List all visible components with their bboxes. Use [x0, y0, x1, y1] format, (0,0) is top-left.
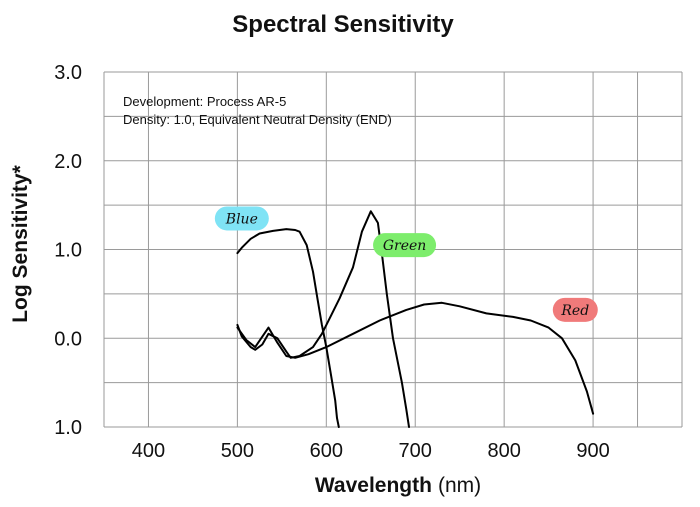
x-tick-label: 500 [221, 440, 254, 462]
series-line-green [236, 210, 410, 428]
y-tick-label: 2.0 [54, 151, 82, 173]
x-tick-label: 700 [399, 440, 432, 462]
series-label-text: Red [560, 303, 589, 319]
annotation-density: Density: 1.0, Equivalent Neutral Density… [123, 112, 392, 127]
series-label-blue: Blue [214, 206, 269, 231]
y-tick-label: 3.0 [54, 62, 82, 84]
series-label-badge [373, 233, 437, 258]
x-axis-unit: (nm) [438, 474, 481, 497]
series-lines [236, 210, 595, 428]
y-tick-label: 1.0 [54, 240, 82, 262]
annotation-development: Development: Process AR-5 [123, 94, 286, 109]
y-axis-label: Log Sensitivity* [9, 164, 32, 322]
x-tick-label: 400 [132, 440, 165, 462]
x-tick-labels: 400 500 600 700 800 900 [132, 440, 610, 462]
y-tick-label: 1.0 [54, 417, 82, 439]
series-line-blue [236, 228, 340, 428]
y-tick-labels: 3.0 2.0 1.0 0.0 1.0 [54, 62, 82, 439]
series-label-red: Red [552, 297, 598, 322]
x-tick-label: 800 [487, 440, 520, 462]
y-tick-label: 0.0 [54, 328, 82, 350]
series-label-green: Green [373, 233, 437, 258]
x-axis-label: Wavelength (nm) [315, 474, 481, 497]
chart-title: Spectral Sensitivity [232, 11, 454, 38]
x-axis-title: Wavelength [315, 474, 432, 497]
series-line-red [236, 301, 595, 415]
series-label-text: Blue [225, 211, 258, 227]
series-label-badge [552, 297, 598, 322]
series-label-badge [214, 206, 269, 231]
x-tick-label: 600 [310, 440, 343, 462]
x-tick-label: 900 [576, 440, 609, 462]
series-label-text: Green [383, 238, 426, 254]
series-labels: Blue Green Red [214, 206, 598, 322]
